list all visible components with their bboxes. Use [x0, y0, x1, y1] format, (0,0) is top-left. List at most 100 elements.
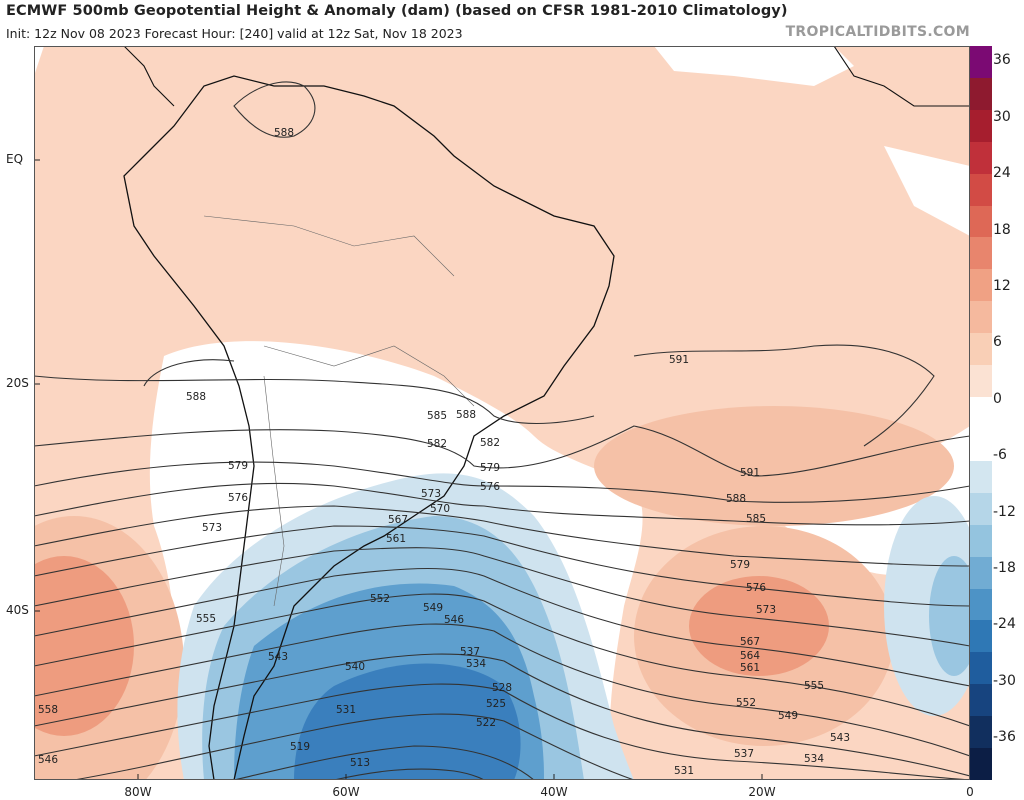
contour-585	[34, 482, 970, 526]
cool-anomaly-east-core	[929, 556, 970, 676]
colorbar-segment	[970, 556, 992, 589]
colorbar-segment	[970, 428, 992, 462]
colorbar-label: 12	[993, 278, 1011, 294]
colorbar-segment	[970, 269, 992, 302]
contour-label: 534	[804, 753, 824, 765]
lat-label-20s: 20S	[6, 376, 29, 390]
contour-label: 561	[386, 533, 406, 545]
contour-label: 576	[480, 481, 500, 493]
contour-label: 570	[430, 503, 450, 515]
contour-label: 564	[740, 650, 760, 662]
contour-label: 546	[38, 754, 58, 766]
contour-label: 576	[228, 492, 248, 504]
contour-label: 537	[734, 748, 754, 760]
colorbar-label: 6	[993, 334, 1002, 350]
contour-label: 576	[746, 582, 766, 594]
country-borders-north	[203, 215, 455, 277]
site-credit[interactable]: TROPICALTIDBITS.COM	[785, 24, 970, 40]
colorbar-segment	[970, 141, 992, 175]
contour-588-north	[233, 81, 316, 138]
contour-label: 585	[427, 410, 447, 422]
contour-label: 555	[804, 680, 824, 692]
contour-label: 585	[746, 513, 766, 525]
contour-561	[34, 623, 970, 757]
neutral-ne	[884, 146, 970, 236]
contour-label: 561	[740, 662, 760, 674]
colorbar-label: 0	[993, 391, 1002, 407]
contour-label: 549	[778, 710, 798, 722]
contour-label: 573	[202, 522, 222, 534]
colorbar-label: -36	[993, 729, 1016, 745]
contour-label: 591	[740, 467, 760, 479]
colorbar-segment	[970, 237, 992, 270]
contour-label: 582	[427, 438, 447, 450]
contour-label: 522	[476, 717, 496, 729]
country-borders-central	[263, 345, 475, 407]
contour-label: 552	[736, 697, 756, 709]
contour-576	[34, 547, 970, 647]
colorbar-label: 30	[993, 109, 1011, 125]
lon-label-60w: 60W	[332, 785, 360, 799]
contour-label: 588	[456, 409, 476, 421]
contour-label: 582	[480, 437, 500, 449]
contour-label: 549	[423, 602, 443, 614]
colorbar-label: -30	[993, 673, 1016, 689]
colorbar-segment	[970, 46, 992, 79]
contour-549	[34, 683, 970, 780]
chart-subtitle: Init: 12z Nov 08 2023 Forecast Hour: [24…	[6, 26, 463, 41]
colorbar-label: -6	[993, 447, 1007, 463]
contour-label: 558	[38, 704, 58, 716]
argentina-chile-border	[263, 375, 285, 607]
contour-label: 573	[756, 604, 776, 616]
contour-555	[34, 653, 970, 777]
contour-579	[34, 525, 970, 607]
contour-label: 555	[196, 613, 216, 625]
contour-label: 513	[350, 757, 370, 769]
colorbar-segment	[970, 109, 992, 143]
colorbar-segment	[970, 620, 992, 653]
colorbar-segment	[970, 397, 992, 430]
contour-label: 588	[186, 391, 206, 403]
neutral-north	[654, 46, 854, 86]
chart-title: ECMWF 500mb Geopotential Height & Anomal…	[6, 3, 788, 19]
colorbar-segment	[970, 365, 992, 398]
lon-label-80w: 80W	[124, 785, 152, 799]
contour-label: 579	[480, 462, 500, 474]
contour-567	[34, 593, 970, 727]
colorbar-segment	[970, 77, 992, 111]
colorbar-label: -18	[993, 560, 1016, 576]
contour-label: 579	[228, 460, 248, 472]
south-america-coastline	[123, 75, 615, 780]
lat-label-eq: EQ	[6, 152, 24, 166]
colorbar-segment	[970, 652, 992, 685]
central-america-coastline	[74, 46, 175, 107]
africa-coastline	[833, 46, 970, 107]
contour-label: 525	[486, 698, 506, 710]
contour-519	[333, 768, 485, 780]
contour-label: 531	[674, 765, 694, 777]
lon-label-20w: 20W	[748, 785, 776, 799]
contour-label: 567	[740, 636, 760, 648]
colorbar-segment	[970, 333, 992, 366]
contour-588-northwest	[143, 359, 235, 387]
contour-label: 543	[830, 732, 850, 744]
contour-591-east	[633, 344, 935, 447]
contour-573	[34, 567, 970, 687]
contour-588-west	[34, 375, 595, 424]
contour-label: 546	[444, 614, 464, 626]
colorbar-segment	[970, 173, 992, 207]
colorbar-label: 18	[993, 222, 1011, 238]
lat-label-40s: 40S	[6, 603, 29, 617]
contour-label: 588	[274, 127, 294, 139]
colorbar-segment	[970, 524, 992, 558]
colorbar-segment	[970, 301, 992, 334]
colorbar-segment	[970, 716, 992, 749]
colorbar-segment	[970, 748, 992, 781]
contour-label: 588	[726, 493, 746, 505]
contour-588	[34, 461, 970, 503]
anomaly-colorbar	[970, 46, 992, 781]
contour-531	[233, 745, 535, 780]
contour-label: 543	[268, 651, 288, 663]
lon-label-40w: 40W	[540, 785, 568, 799]
contour-label: 537	[460, 646, 480, 658]
